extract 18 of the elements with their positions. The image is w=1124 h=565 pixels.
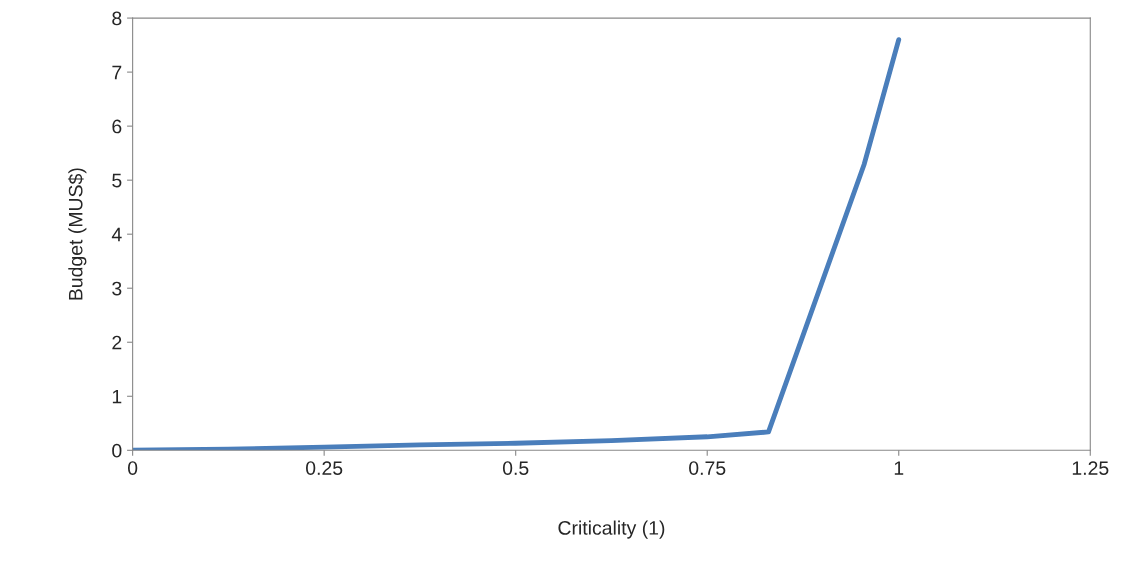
x-tick-label: 0.5 <box>502 461 529 475</box>
x-axis-title: Criticality (1) <box>558 520 665 539</box>
y-tick-label: 2 <box>112 335 122 350</box>
x-tick-label: 0 <box>127 461 138 475</box>
x-tick-label: 1.25 <box>1072 461 1109 475</box>
y-tick-label: 7 <box>112 65 122 80</box>
y-tick-label: 6 <box>112 119 122 134</box>
y-axis-title: Budget (MUS$) <box>67 168 87 300</box>
x-tick-label: 0.25 <box>306 461 343 475</box>
y-tick-label: 4 <box>111 227 122 242</box>
line-series <box>132 37 902 451</box>
x-tick-label: 0.75 <box>689 461 726 475</box>
x-tick-label: 1 <box>894 461 904 475</box>
y-tick-label: 5 <box>112 173 122 188</box>
y-tick-label: 3 <box>112 281 122 296</box>
y-tick-label: 8 <box>112 11 122 26</box>
y-tick-label: 0 <box>112 443 122 458</box>
y-tick-label: 1 <box>112 389 122 404</box>
